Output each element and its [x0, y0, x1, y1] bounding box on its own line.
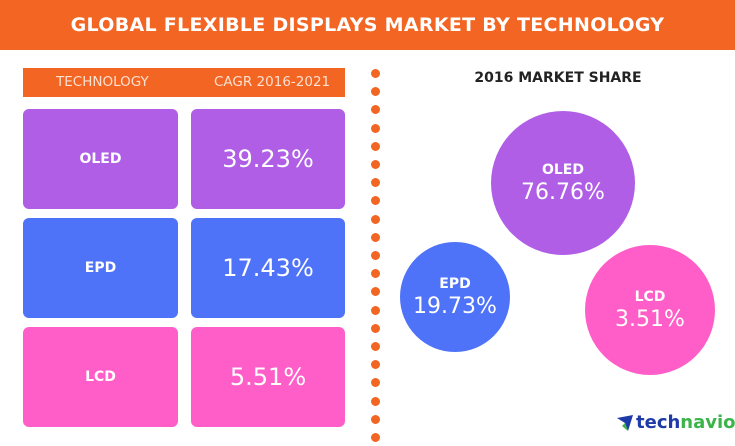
divider-dot [371, 433, 380, 442]
divider-dot [371, 342, 380, 351]
cagr-cell: 39.23% [191, 109, 345, 209]
divider-dot [371, 414, 380, 424]
divider-dot [371, 178, 380, 188]
bubble-label: EPD [439, 275, 471, 292]
divider-dot [371, 160, 380, 169]
bubble-label: OLED [541, 161, 584, 178]
divider-dot [371, 251, 380, 260]
technology-cell: OLED [23, 109, 178, 209]
divider-dot [371, 123, 380, 133]
divider-dot [371, 87, 380, 97]
bubble-oled: OLED 76.76% [491, 111, 635, 255]
bubble-value: 3.51% [615, 306, 685, 332]
bubble-lcd: LCD 3.51% [585, 245, 715, 375]
divider-dot [371, 396, 380, 406]
technavio-logo: tech navio [616, 412, 735, 433]
technology-cell: LCD [23, 327, 178, 427]
bubble-value: 76.76% [521, 179, 605, 205]
divider-dot [371, 323, 380, 333]
page-title: GLOBAL FLEXIBLE DISPLAYS MARKET BY TECHN… [0, 0, 735, 50]
divider-dot [371, 196, 380, 206]
divider-dot [371, 360, 380, 370]
logo-icon [617, 414, 633, 431]
column-header-cagr: CAGR 2016-2021 [214, 74, 331, 90]
divider-dot [371, 305, 380, 315]
divider-dot [371, 105, 380, 115]
bubble-value: 19.73% [413, 293, 497, 319]
technology-cell: EPD [23, 218, 178, 318]
cagr-cell: 17.43% [191, 218, 345, 318]
divider-dot [371, 269, 380, 279]
divider-dot [371, 378, 380, 388]
bubble-epd: EPD 19.73% [400, 242, 510, 352]
bubble-label: LCD [634, 288, 666, 305]
divider-dot [371, 69, 380, 78]
divider-dot [371, 141, 380, 151]
table-header: TECHNOLOGY CAGR 2016-2021 [23, 68, 345, 97]
column-header-technology: TECHNOLOGY [56, 74, 149, 90]
cagr-cell: 5.51% [191, 327, 345, 427]
divider-dot [371, 214, 380, 224]
market-share-title: 2016 MARKET SHARE [474, 70, 642, 86]
divider-dot [371, 287, 380, 297]
divider-dot [371, 232, 380, 242]
